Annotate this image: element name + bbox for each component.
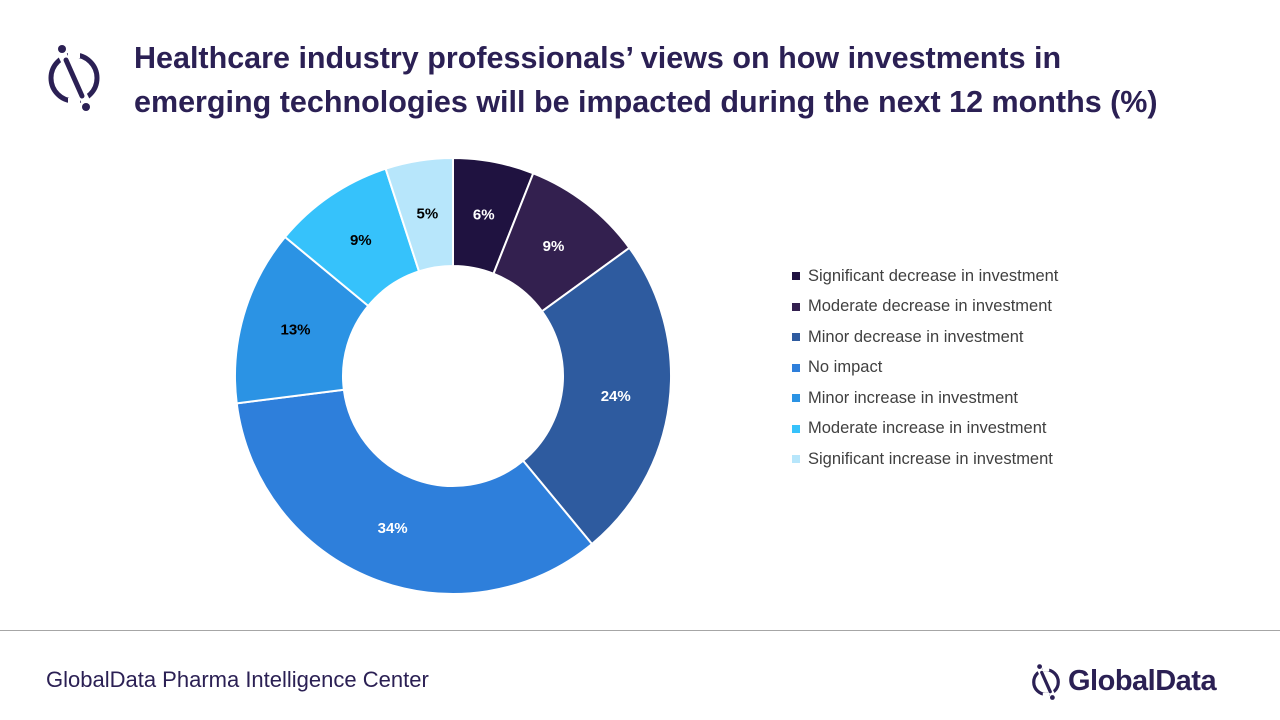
legend-label: Moderate decrease in investment (808, 297, 1052, 316)
donut-data-label-3: 24% (601, 388, 631, 405)
donut-data-label-4: 34% (378, 520, 408, 537)
legend-label: Significant increase in investment (808, 449, 1053, 468)
legend-swatch (792, 363, 800, 372)
legend-label: Minor increase in investment (808, 388, 1019, 407)
legend-item: Moderate decrease in investment (792, 292, 1058, 323)
footer-source: GlobalData Pharma Intelligence Center (46, 667, 429, 692)
donut-data-label-5: 13% (280, 322, 310, 339)
title-line-2: emerging technologies will be impacted d… (134, 85, 1158, 119)
legend-item: Minor decrease in investment (792, 322, 1058, 353)
legend-label: No impact (808, 358, 883, 377)
donut-data-label-2: 9% (543, 238, 565, 255)
legend-item: Minor increase in investment (792, 383, 1058, 414)
globaldata-logo-icon (48, 45, 100, 111)
donut-slice-7 (384, 156, 454, 273)
legend-label: Moderate increase in investment (808, 419, 1047, 438)
legend-swatch (792, 455, 800, 464)
legend-swatch (792, 272, 800, 281)
globaldata-brand-icon (1032, 664, 1060, 700)
donut-data-label-7: 5% (417, 206, 439, 223)
donut-data-label-1: 6% (473, 206, 495, 223)
legend-swatch (792, 424, 800, 433)
legend-item: Moderate increase in investment (792, 414, 1058, 445)
legend-label: Significant decrease in investment (808, 266, 1059, 285)
legend-swatch (792, 394, 800, 403)
chart-title: Healthcare industry professionals’ views… (134, 36, 1254, 124)
legend-swatch (792, 333, 800, 342)
brand-logo: GlobalData (1030, 660, 1217, 702)
title-line-1: Healthcare industry professionals’ views… (134, 41, 1062, 75)
donut-data-label-6: 9% (350, 232, 372, 249)
chart-legend: Significant decrease in investment Modera… (792, 261, 1058, 475)
brand-name: GlobalData (1068, 664, 1217, 697)
donut-slice-3 (521, 246, 672, 546)
legend-item: Significant decrease in investment (792, 261, 1058, 292)
donut-slice-4 (235, 388, 594, 595)
footer-divider (0, 630, 1280, 631)
legend-label: Minor decrease in investment (808, 327, 1024, 346)
legend-swatch (792, 302, 800, 311)
legend-item: Significant increase in investment (792, 444, 1058, 475)
legend-item: No impact (792, 353, 1058, 384)
